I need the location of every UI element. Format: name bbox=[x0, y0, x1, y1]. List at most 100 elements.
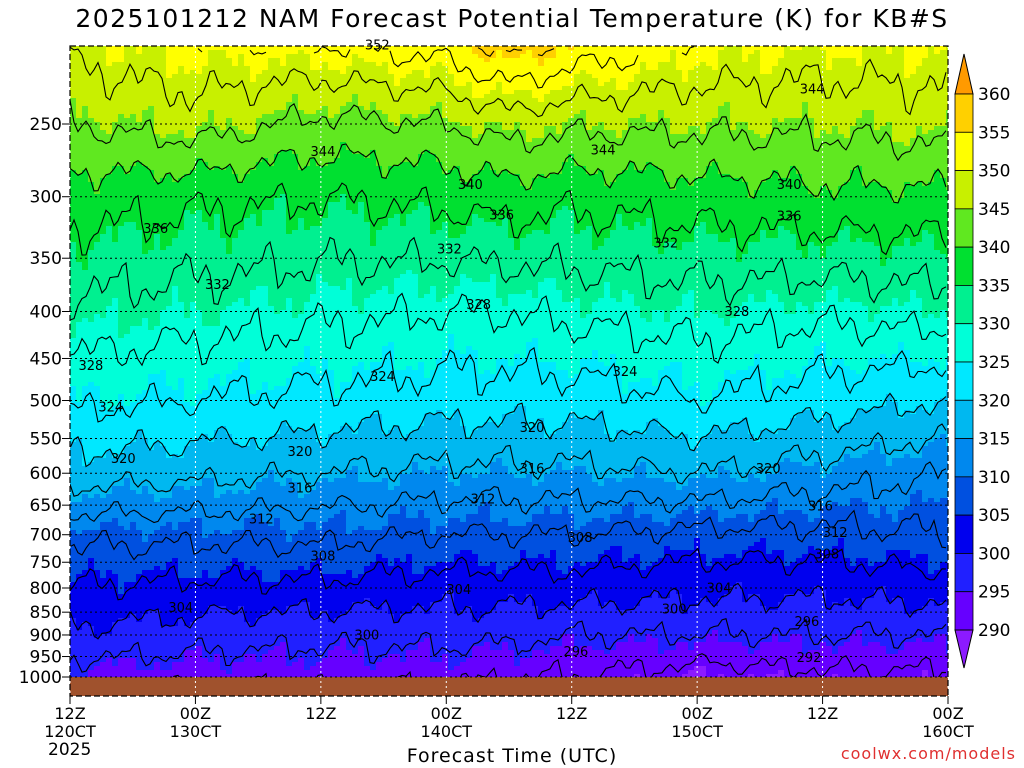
fill-cell bbox=[196, 438, 203, 487]
fill-cell bbox=[232, 66, 239, 127]
colorbar-label: 295 bbox=[978, 583, 1010, 603]
fill-cell bbox=[244, 654, 251, 695]
credit-link[interactable]: coolwx.com/models bbox=[840, 744, 1016, 763]
fill-cell bbox=[832, 654, 839, 675]
fill-cell bbox=[316, 274, 323, 375]
fill-cell bbox=[784, 46, 791, 119]
fill-cell bbox=[898, 550, 905, 599]
fill-cell bbox=[76, 402, 83, 439]
fill-cell bbox=[688, 550, 695, 607]
fill-cell bbox=[238, 230, 245, 299]
fill-cell bbox=[610, 650, 617, 687]
contour-label-text: 296 bbox=[563, 645, 588, 660]
fill-cell bbox=[382, 434, 389, 479]
fill-cell bbox=[232, 302, 239, 371]
fill-cell bbox=[316, 482, 323, 531]
fill-cell bbox=[604, 654, 611, 679]
fill-cell bbox=[244, 134, 251, 175]
contour-label-text: 328 bbox=[466, 298, 491, 313]
fill-cell bbox=[886, 46, 893, 55]
fill-cell bbox=[466, 182, 473, 227]
fill-cell bbox=[508, 174, 515, 239]
fill-cell bbox=[526, 658, 533, 691]
fill-cell bbox=[556, 430, 563, 463]
fill-cell bbox=[418, 510, 425, 575]
fill-cell bbox=[820, 46, 827, 51]
fill-cell bbox=[496, 298, 503, 359]
fill-cell bbox=[784, 314, 791, 371]
fill-cell bbox=[142, 390, 149, 439]
fill-cell bbox=[610, 514, 617, 547]
fill-cell bbox=[472, 622, 479, 647]
fill-cell bbox=[208, 50, 215, 111]
fill-cell bbox=[364, 530, 371, 567]
fill-cell bbox=[220, 606, 227, 671]
fill-cell bbox=[508, 94, 515, 131]
colorbar-segment bbox=[954, 285, 974, 325]
fill-cell bbox=[598, 86, 605, 123]
fill-cell bbox=[148, 570, 155, 611]
fill-cell bbox=[394, 166, 401, 215]
fill-cell bbox=[778, 58, 785, 123]
y-tick-label: 550 bbox=[30, 430, 62, 450]
contour-label-text: 340 bbox=[458, 178, 483, 193]
fill-cell bbox=[400, 162, 407, 227]
fill-cell bbox=[472, 98, 479, 139]
colorbar-segment bbox=[954, 553, 974, 593]
fill-cell bbox=[148, 250, 155, 331]
fill-cell bbox=[382, 114, 389, 179]
fill-cell bbox=[100, 46, 107, 131]
fill-cell bbox=[928, 574, 935, 599]
fill-cell bbox=[544, 362, 551, 439]
colorbar-segment bbox=[954, 476, 974, 516]
fill-cell bbox=[592, 562, 599, 591]
contour-label: 304 bbox=[446, 583, 471, 598]
fill-cell bbox=[430, 46, 437, 67]
fill-cell bbox=[838, 302, 845, 359]
fill-cell bbox=[490, 122, 497, 171]
fill-cell bbox=[766, 178, 773, 239]
fill-cell bbox=[736, 422, 743, 483]
fill-cell bbox=[712, 390, 719, 427]
fill-cell bbox=[832, 126, 839, 199]
fill-cell bbox=[682, 134, 689, 179]
fill-cell bbox=[370, 562, 377, 607]
fill-cell bbox=[646, 598, 653, 635]
fill-cell bbox=[850, 170, 857, 243]
fill-cell bbox=[706, 122, 713, 167]
fill-cell bbox=[424, 378, 431, 415]
contour-304 bbox=[70, 547, 947, 601]
fill-cell bbox=[538, 174, 545, 231]
fill-cell bbox=[136, 530, 143, 575]
fill-cell bbox=[796, 174, 803, 251]
fill-cell bbox=[664, 546, 671, 599]
colorbar-label: 345 bbox=[978, 200, 1010, 220]
fill-cell bbox=[226, 306, 233, 375]
fill-cell bbox=[922, 186, 929, 231]
fill-cell bbox=[376, 362, 383, 415]
fill-cell bbox=[580, 70, 587, 111]
contour-label: 320 bbox=[111, 452, 136, 467]
fill-cell bbox=[160, 370, 167, 447]
fill-cell bbox=[718, 382, 725, 431]
fill-cell bbox=[310, 562, 317, 619]
fill-cell bbox=[340, 382, 347, 427]
fill-cell bbox=[928, 130, 935, 183]
fill-cell bbox=[400, 506, 407, 563]
fill-cell bbox=[286, 46, 293, 55]
fill-cell bbox=[484, 62, 491, 95]
fill-cell bbox=[730, 554, 737, 587]
fill-cell bbox=[646, 70, 653, 123]
fill-cell bbox=[880, 354, 887, 407]
fill-cell bbox=[82, 318, 89, 387]
fill-cell bbox=[946, 562, 948, 603]
fill-cell bbox=[424, 46, 431, 79]
fill-cell bbox=[250, 170, 257, 215]
fill-cell bbox=[556, 370, 563, 431]
fill-cell bbox=[616, 138, 623, 175]
fill-cell bbox=[706, 310, 713, 403]
x-tick-date: 160CT bbox=[922, 722, 974, 741]
fill-cell bbox=[166, 458, 173, 499]
fill-cell bbox=[550, 90, 557, 127]
fill-cell bbox=[916, 490, 923, 555]
